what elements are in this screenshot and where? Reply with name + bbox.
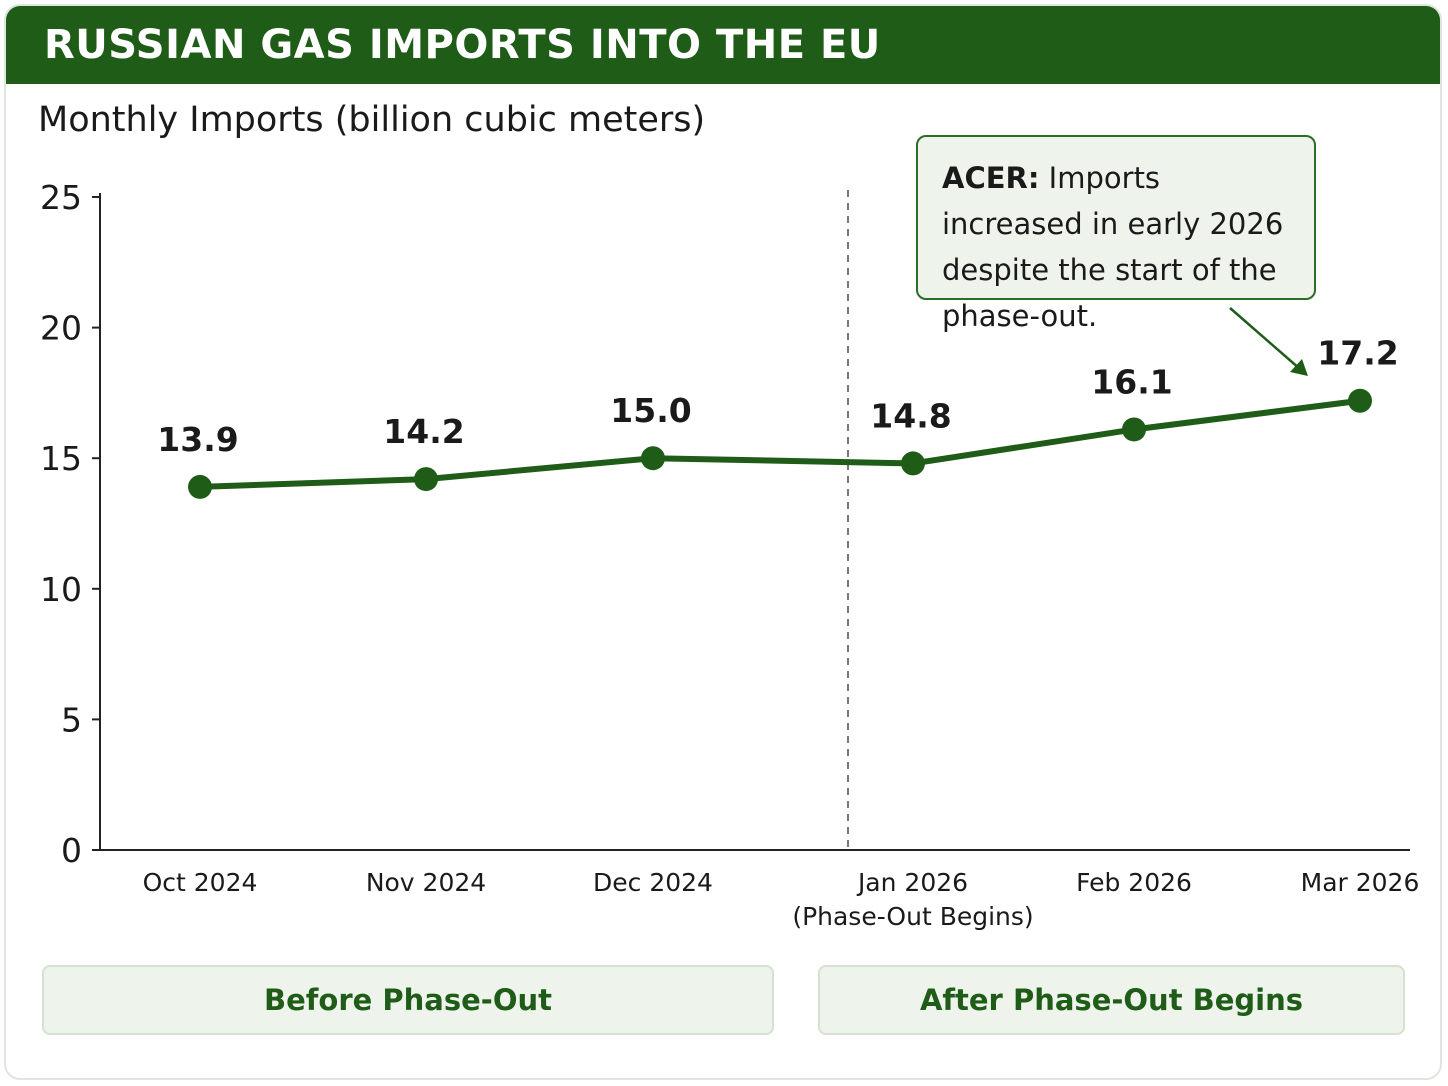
data-label: 13.9 [157,420,238,459]
data-point [1122,417,1146,442]
x-tick-label: Oct 2024 [143,868,258,897]
x-tick-label: Dec 2024 [593,868,713,897]
y-tick-label: 0 [61,831,82,870]
phase-after-text: After Phase-Out Begins [919,983,1304,1017]
annotation-arrow-head [1290,359,1308,376]
x-tick-label: Mar 2026 [1301,868,1420,897]
data-label: 14.8 [870,396,951,435]
x-tick-label: Feb 2026 [1076,868,1192,897]
y-tick-label: 15 [40,439,82,478]
data-point [901,451,925,476]
data-point [188,474,212,499]
x-tick-label: Nov 2024 [366,868,486,897]
annotation-source: ACER: [942,161,1040,195]
y-tick-label: 20 [40,309,82,348]
x-tick-label: Jan 2026 (Phase-Out Begins) [792,868,1033,931]
annotation-text: Imports increased in early 2026 despite … [942,161,1284,333]
title-banner: RUSSIAN GAS IMPORTS INTO THE EU [6,6,1440,84]
annotation-arrow-line [1229,307,1301,370]
page-title: RUSSIAN GAS IMPORTS INTO THE EU [44,22,881,68]
data-label: 14.2 [383,412,464,451]
series-line [197,397,1363,490]
data-point [1348,388,1372,413]
phase-after-label: After Phase-Out Begins [818,965,1405,1035]
acer-annotation: ACER: Imports increased in early 2026 de… [916,135,1316,333]
data-label: 16.1 [1091,362,1172,401]
data-point [641,446,665,471]
data-point [414,467,438,492]
y-tick-label: 25 [40,178,82,217]
y-tick-label: 5 [61,700,82,739]
phase-before-text: Before Phase-Out [264,983,552,1017]
chart-subtitle: Monthly Imports (billion cubic meters) [38,100,706,140]
y-tick-label: 10 [40,570,82,609]
phase-before-label: Before Phase-Out [42,965,774,1035]
data-label: 15.0 [610,391,691,430]
data-label: 17.2 [1317,334,1398,373]
